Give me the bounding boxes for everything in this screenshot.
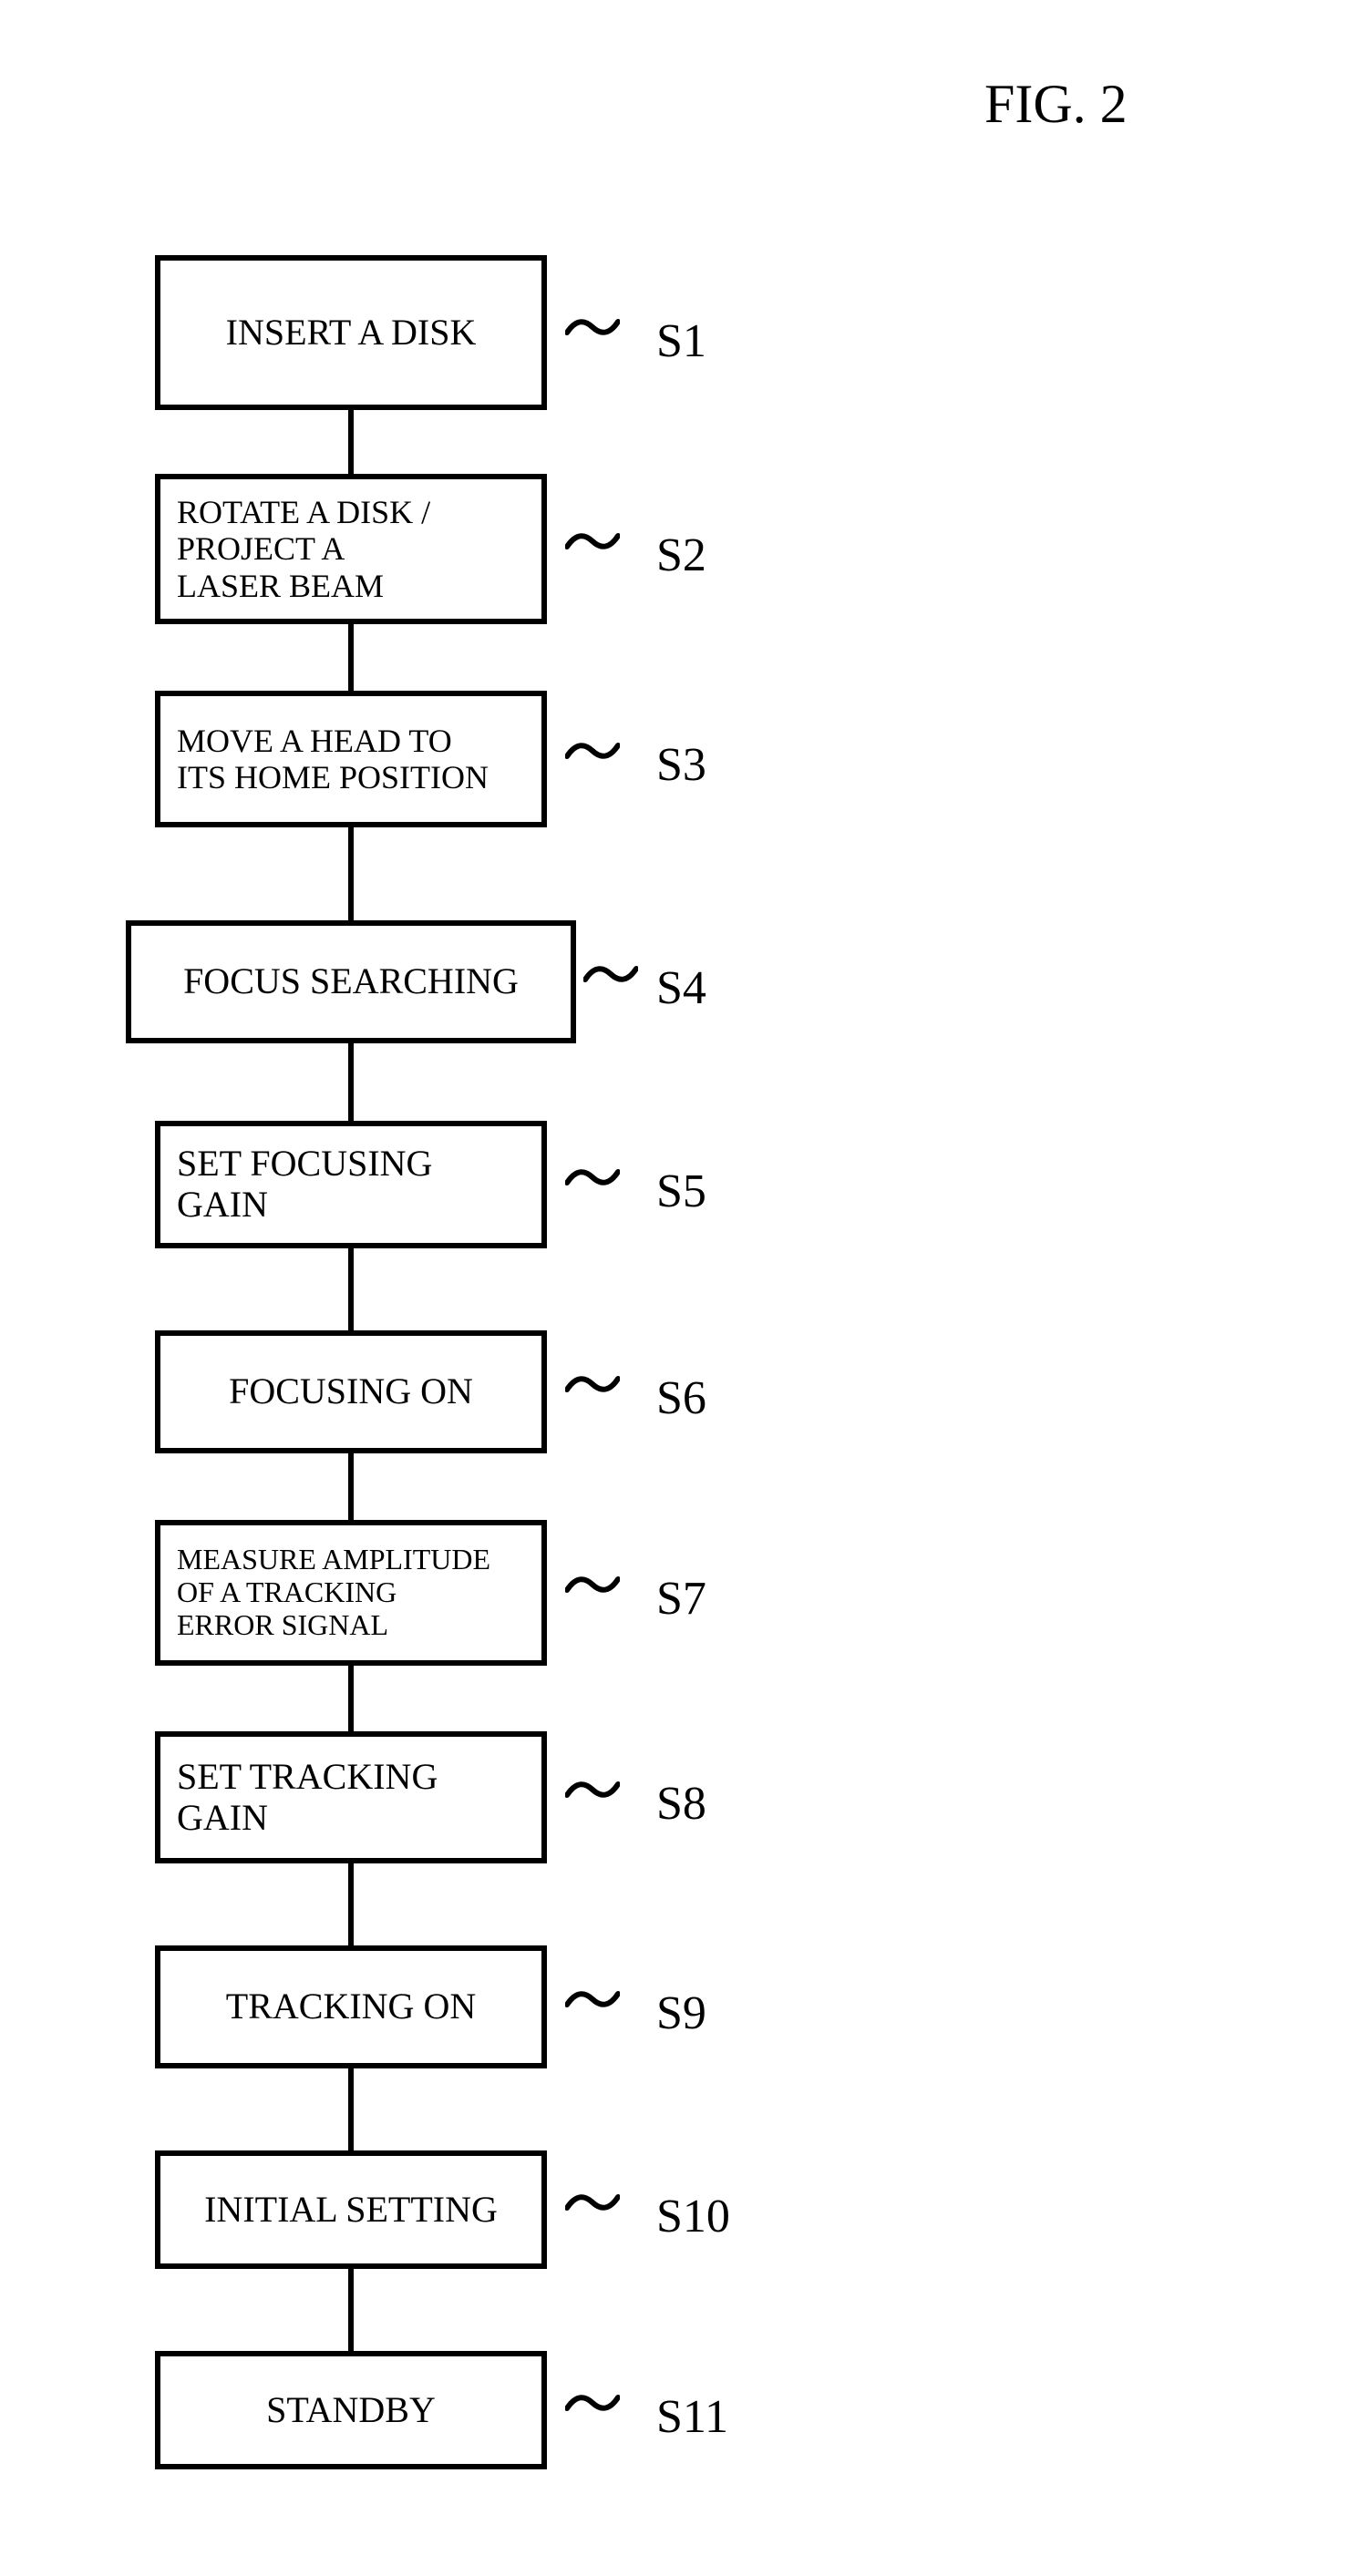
step-label-s5: S5 [656, 1165, 706, 1218]
flow-node-s11: STANDBY [155, 2351, 547, 2469]
flowchart-canvas: FIG. 2 INSERT A DISK S1 ROTATE A DISK /PRO… [0, 0, 1360, 2576]
reference-tilde-icon [565, 1777, 620, 1802]
flow-node-text: ROTATE A DISK /PROJECT ALASER BEAM [177, 494, 430, 604]
reference-tilde-icon [565, 738, 620, 764]
flow-node-s5: SET FOCUSINGGAIN [155, 1121, 547, 1248]
step-label-s4: S4 [656, 961, 706, 1015]
flow-node-s3: MOVE A HEAD TOITS HOME POSITION [155, 691, 547, 827]
step-label-s2: S2 [656, 529, 706, 582]
reference-tilde-icon [583, 961, 638, 987]
flow-edge [348, 2269, 354, 2351]
step-label-s9: S9 [656, 1986, 706, 2040]
flow-node-text: INITIAL SETTING [204, 2190, 498, 2231]
reference-tilde-icon [565, 2390, 620, 2416]
reference-tilde-icon [565, 314, 620, 340]
flow-node-s8: SET TRACKINGGAIN [155, 1731, 547, 1863]
flow-node-s9: TRACKING ON [155, 1945, 547, 2068]
flow-node-text: MOVE A HEAD TOITS HOME POSITION [177, 723, 489, 796]
flow-edge [348, 2068, 354, 2150]
flow-node-text: MEASURE AMPLITUDEOF A TRACKINGERROR SIGN… [177, 1544, 490, 1641]
flow-edge [348, 410, 354, 474]
figure-title: FIG. 2 [984, 73, 1128, 136]
reference-tilde-icon [565, 529, 620, 554]
flow-node-s2: ROTATE A DISK /PROJECT ALASER BEAM [155, 474, 547, 624]
flow-edge [348, 1248, 354, 1330]
flow-node-text: STANDBY [266, 2390, 436, 2431]
flow-node-s4: FOCUS SEARCHING [126, 920, 576, 1043]
step-label-s7: S7 [656, 1572, 706, 1626]
reference-tilde-icon [565, 1572, 620, 1597]
flow-node-text: TRACKING ON [226, 1986, 476, 2027]
flow-node-text: INSERT A DISK [226, 313, 477, 354]
flow-edge [348, 624, 354, 691]
flow-node-s7: MEASURE AMPLITUDEOF A TRACKINGERROR SIGN… [155, 1520, 547, 1666]
flow-node-text: SET TRACKINGGAIN [177, 1757, 438, 1839]
flow-node-s1: INSERT A DISK [155, 255, 547, 410]
step-label-s11: S11 [656, 2390, 728, 2444]
reference-tilde-icon [565, 1165, 620, 1190]
flow-edge [348, 1453, 354, 1520]
step-label-s8: S8 [656, 1777, 706, 1831]
flow-edge [348, 827, 354, 920]
flow-edge [348, 1666, 354, 1731]
flow-node-text: SET FOCUSINGGAIN [177, 1144, 432, 1226]
reference-tilde-icon [565, 1986, 620, 2012]
flow-edge [348, 1863, 354, 1945]
flow-node-text: FOCUS SEARCHING [183, 961, 519, 1002]
step-label-s1: S1 [656, 314, 706, 368]
reference-tilde-icon [565, 2190, 620, 2215]
step-label-s10: S10 [656, 2190, 730, 2243]
flow-node-s10: INITIAL SETTING [155, 2150, 547, 2269]
flow-node-text: FOCUSING ON [229, 1371, 473, 1412]
step-label-s6: S6 [656, 1371, 706, 1425]
flow-edge [348, 1043, 354, 1121]
flow-node-s6: FOCUSING ON [155, 1330, 547, 1453]
step-label-s3: S3 [656, 738, 706, 792]
reference-tilde-icon [565, 1371, 620, 1397]
